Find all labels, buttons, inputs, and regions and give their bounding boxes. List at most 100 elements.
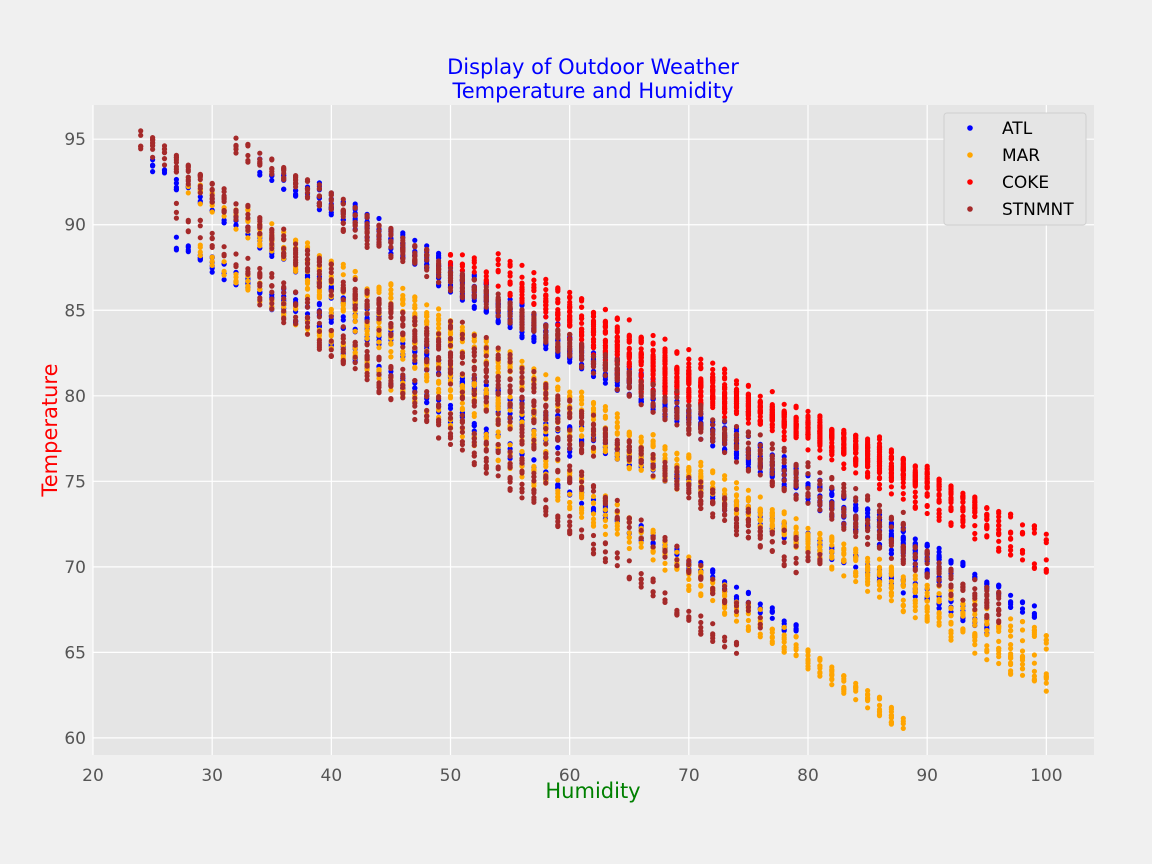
- data-point: [579, 486, 585, 493]
- data-point: [888, 467, 895, 473]
- data-point: [936, 577, 942, 583]
- data-point: [829, 429, 835, 435]
- data-point: [579, 298, 585, 304]
- data-point: [841, 526, 847, 532]
- data-point: [900, 608, 906, 614]
- data-point: [388, 341, 394, 347]
- data-point: [781, 632, 787, 638]
- data-point: [555, 376, 561, 382]
- data-point: [150, 162, 156, 168]
- data-point: [614, 508, 620, 514]
- data-point: [281, 186, 287, 192]
- data-point: [447, 381, 454, 387]
- data-point: [555, 445, 561, 451]
- data-point: [138, 146, 144, 152]
- data-point: [257, 225, 263, 231]
- data-point: [793, 496, 799, 502]
- data-point: [412, 364, 418, 370]
- data-point: [924, 593, 930, 599]
- data-point: [340, 314, 346, 320]
- data-point: [471, 269, 477, 275]
- data-point: [543, 441, 549, 447]
- data-point: [221, 193, 227, 199]
- data-point: [829, 566, 835, 572]
- data-point: [543, 426, 549, 432]
- data-point: [614, 520, 620, 526]
- data-point: [972, 642, 978, 648]
- data-point: [245, 211, 251, 217]
- data-point: [614, 334, 620, 340]
- data-point: [412, 237, 418, 243]
- data-point: [185, 244, 191, 250]
- data-point: [471, 380, 477, 386]
- data-point: [888, 471, 895, 477]
- data-point: [161, 156, 168, 162]
- data-point: [698, 459, 704, 465]
- data-point: [447, 387, 454, 393]
- data-point: [471, 436, 477, 442]
- data-point: [853, 697, 859, 703]
- data-point: [567, 506, 573, 512]
- data-point: [662, 416, 668, 422]
- data-point: [876, 579, 883, 585]
- data-point: [221, 244, 227, 250]
- data-point: [733, 485, 740, 491]
- data-point: [805, 656, 811, 663]
- data-point: [936, 497, 942, 503]
- data-point: [233, 143, 239, 150]
- data-point: [281, 253, 287, 260]
- data-point: [805, 500, 811, 506]
- data-point: [805, 533, 811, 539]
- data-point: [984, 534, 990, 540]
- data-point: [543, 372, 549, 378]
- data-point: [1031, 629, 1037, 636]
- data-point: [483, 426, 489, 432]
- data-point: [483, 389, 489, 395]
- data-point: [257, 243, 263, 249]
- data-point: [531, 474, 537, 480]
- data-point: [590, 401, 597, 407]
- data-point: [745, 466, 752, 473]
- data-point: [257, 150, 263, 156]
- data-point: [197, 194, 203, 200]
- data-point: [579, 479, 585, 485]
- data-point: [888, 449, 895, 455]
- data-point: [436, 378, 442, 384]
- data-point: [805, 419, 811, 425]
- data-point: [519, 405, 525, 411]
- data-point: [698, 591, 704, 597]
- data-point: [495, 457, 501, 463]
- data-point: [805, 447, 811, 453]
- data-point: [948, 582, 954, 588]
- data-point: [972, 509, 978, 515]
- data-point: [364, 342, 370, 348]
- data-point: [459, 417, 465, 424]
- data-point: [710, 360, 716, 366]
- data-point: [1008, 552, 1014, 558]
- data-point: [579, 427, 585, 433]
- data-point: [233, 201, 239, 207]
- data-point: [710, 480, 716, 486]
- data-point: [388, 314, 394, 320]
- data-point: [650, 375, 656, 381]
- data-point: [185, 219, 191, 225]
- data-point: [781, 486, 787, 492]
- data-point: [555, 483, 561, 489]
- data-point: [269, 274, 275, 280]
- data-point: [388, 365, 394, 372]
- data-point: [710, 591, 716, 597]
- data-point: [948, 630, 954, 636]
- data-point: [1019, 522, 1026, 528]
- data-point: [972, 494, 978, 500]
- data-point: [686, 388, 692, 394]
- data-point: [960, 507, 966, 513]
- data-point: [912, 499, 918, 505]
- data-point: [602, 376, 609, 382]
- data-point: [364, 356, 370, 362]
- data-point: [483, 434, 489, 440]
- data-point: [900, 491, 906, 497]
- data-point: [471, 303, 477, 310]
- data-point: [638, 540, 644, 546]
- data-point: [245, 227, 251, 233]
